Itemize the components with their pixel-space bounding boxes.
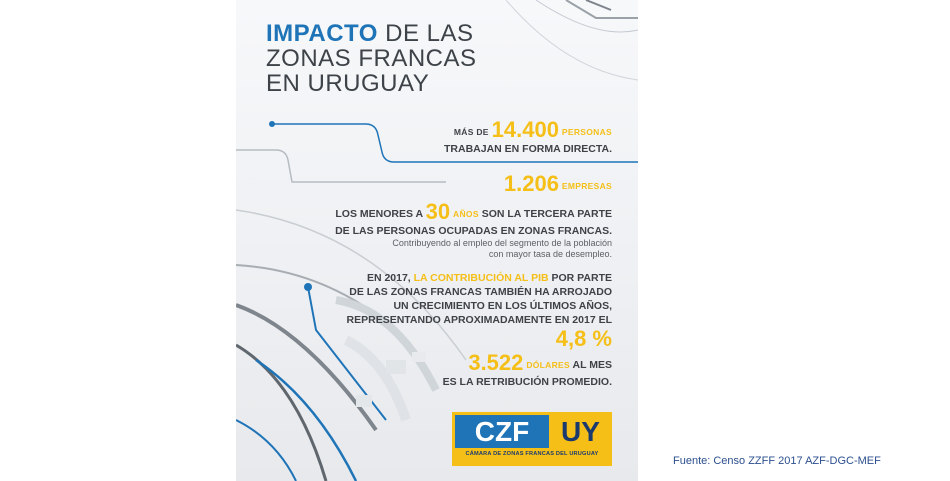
stat-companies-number: 1.206 <box>503 171 559 196</box>
stat-salary-number: 3.522 <box>468 350 524 375</box>
poster-title-line-1-rest: DE LAS <box>385 20 474 47</box>
stat-workers-prefix: MÁS DE <box>453 127 489 137</box>
stat-salary: 3.522 DÓLARES AL MES ES LA RETRIBUCIÓN P… <box>443 351 612 389</box>
stat-pib-line-3: UN CRECIMIENTO EN LOS ÚLTIMOS AÑOS, <box>393 300 612 312</box>
decorative-lines <box>236 0 638 481</box>
source-caption: Fuente: Censo ZZFF 2017 AZF-DGC-MEF <box>673 455 881 467</box>
stat-youth-rest: SON LA TERCERA PARTE <box>481 208 612 220</box>
infographic-poster: IMPACTO DE LAS ZONAS FRANCAS EN URUGUAY … <box>236 0 638 481</box>
stat-pib-number: 4,8 % <box>555 326 612 351</box>
poster-title-highlight: IMPACTO <box>266 20 378 47</box>
stat-salary-line-2: ES LA RETRIBUCIÓN PROMEDIO. <box>442 376 612 388</box>
stat-salary-rest: AL MES <box>572 359 612 371</box>
stat-workers-unit: PERSONAS <box>561 127 612 137</box>
logo-czf-text: CZF <box>455 415 549 448</box>
stat-workers-line-2: TRABAJAN EN FORMA DIRECTA. <box>444 143 612 155</box>
stat-pib-prefix: EN 2017, <box>366 272 411 284</box>
stat-companies: 1.206 EMPRESAS <box>504 172 612 196</box>
stat-salary-unit: DÓLARES <box>526 360 570 370</box>
poster-title-line-3: EN URUGUAY <box>266 70 430 97</box>
stat-pib-line-2: DE LAS ZONAS FRANCAS TAMBIÉN HA ARROJADO <box>349 286 612 298</box>
stat-youth: LOS MENORES A 30 AÑOS SON LA TERCERA PAR… <box>335 200 612 260</box>
logo-uy-text: UY <box>561 416 600 447</box>
stat-pib-rest: POR PARTE <box>551 272 612 284</box>
stat-workers: MÁS DE 14.400 PERSONAS TRABAJAN EN FORMA… <box>444 118 612 156</box>
stat-workers-number: 14.400 <box>491 117 559 142</box>
czf-uy-logo: CZF UY CÁMARA DE ZONAS FRANCAS DEL URUGU… <box>452 412 612 466</box>
stat-pib-line-4: REPRESENTANDO APROXIMADAMENTE EN 2017 EL <box>346 314 612 326</box>
stat-youth-note-1: Contribuyendo al empleo del segmento de … <box>392 238 612 248</box>
stat-pib: EN 2017, LA CONTRIBUCIÓN AL PIB POR PART… <box>347 271 612 351</box>
stat-youth-number: 30 <box>425 199 451 224</box>
stat-youth-note-2: con mayor tasa de desempleo. <box>488 249 612 259</box>
poster-title-line-2: ZONAS FRANCAS <box>266 45 477 72</box>
logo-subtitle: CÁMARA DE ZONAS FRANCAS DEL URUGUAY <box>465 451 599 457</box>
stat-pib-highlight: LA CONTRIBUCIÓN AL PIB <box>413 272 549 284</box>
stat-youth-line-2: DE LAS PERSONAS OCUPADAS EN ZONAS FRANCA… <box>335 225 612 237</box>
stat-companies-unit: EMPRESAS <box>561 181 612 191</box>
stat-youth-unit: AÑOS <box>453 209 479 219</box>
poster-title-line-1: IMPACTO DE LAS <box>266 20 474 47</box>
stat-youth-prefix: LOS MENORES A <box>335 208 423 220</box>
